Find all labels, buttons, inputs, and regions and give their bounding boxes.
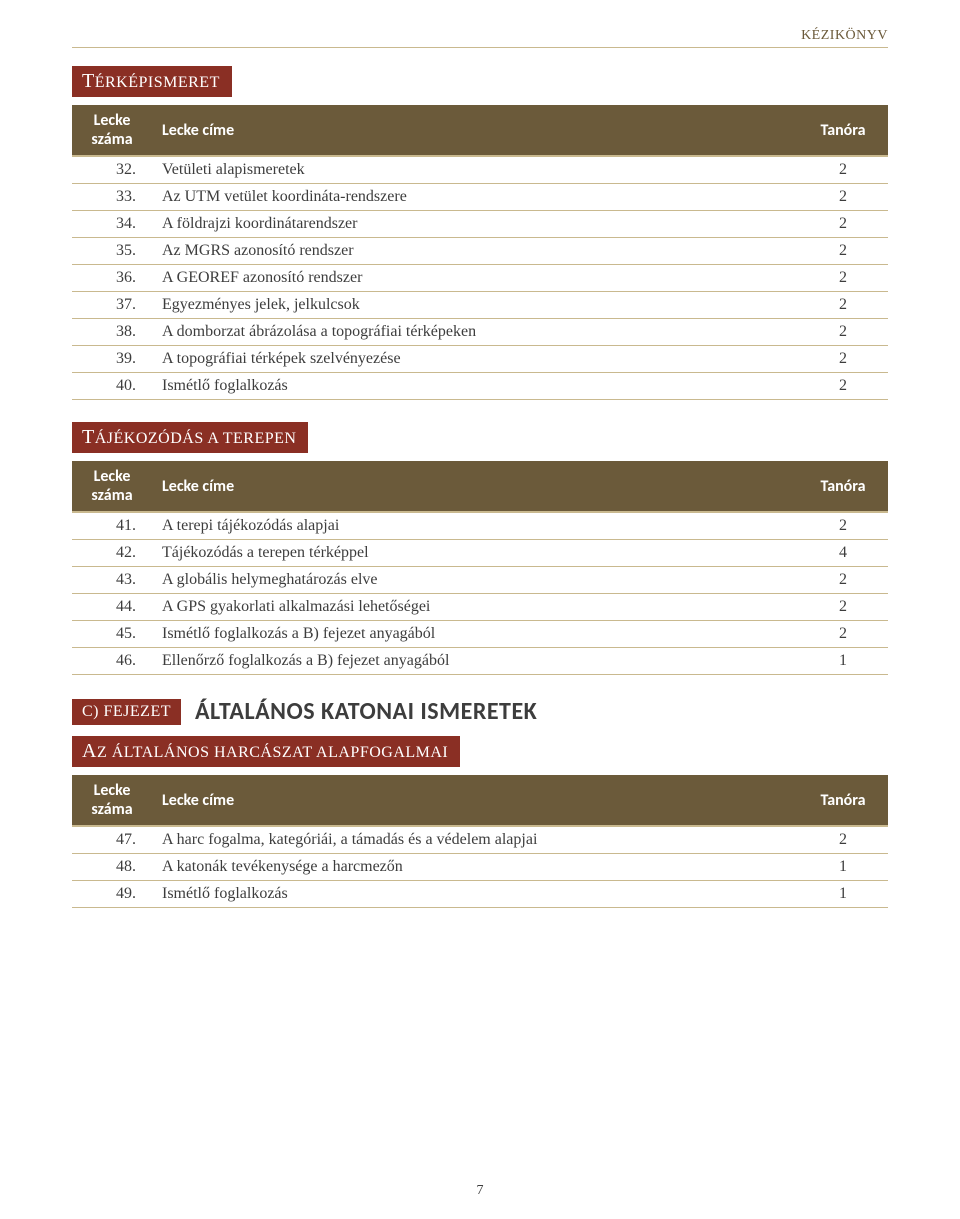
table-row: 35.Az MGRS azonosító rendszer2 [72, 238, 888, 265]
page-number: 7 [0, 1183, 960, 1199]
col-lecke-cime: Lecke címe [152, 105, 798, 156]
table-row: 36.A GEOREF azonosító rendszer2 [72, 265, 888, 292]
table-header-row: Lecke száma Lecke címe Tanóra [72, 461, 888, 512]
chapter-title: ÁLTALÁNOS KATONAI ISMERETEK [195, 697, 537, 726]
table-row: 44.A GPS gyakorlati alkalmazási lehetősé… [72, 594, 888, 621]
table-row: 40.Ismétlő foglalkozás2 [72, 373, 888, 400]
col-lecke-szama: Lecke száma [72, 461, 152, 512]
table-row: 41.A terepi tájékozódás alapjai2 [72, 512, 888, 540]
chapter-tag: C) FEJEZET [72, 699, 181, 725]
table-row: 33.Az UTM vetület koordináta-rendszere2 [72, 184, 888, 211]
table-row: 38.A domborzat ábrázolása a topográfiai … [72, 319, 888, 346]
table-row: 48.A katonák tevékenysége a harcmezőn1 [72, 854, 888, 881]
table-row: 45.Ismétlő foglalkozás a B) fejezet anya… [72, 621, 888, 648]
col-lecke-cime: Lecke címe [152, 461, 798, 512]
chapter-heading: C) FEJEZET ÁLTALÁNOS KATONAI ISMERETEK [72, 697, 888, 726]
table-row: 43.A globális helymeghatározás elve2 [72, 567, 888, 594]
section-heading-terkepismeret: TÉRKÉPISMERET [72, 66, 232, 97]
table-header-row: Lecke száma Lecke címe Tanóra [72, 775, 888, 826]
col-lecke-szama: Lecke száma [72, 105, 152, 156]
table-row: 49.Ismétlő foglalkozás1 [72, 881, 888, 908]
doc-header: KÉZIKÖNYV [72, 28, 888, 48]
lesson-table-1: Lecke száma Lecke címe Tanóra 32.Vetület… [72, 105, 888, 400]
lesson-table-2: Lecke száma Lecke címe Tanóra 41.A terep… [72, 461, 888, 675]
table-header-row: Lecke száma Lecke címe Tanóra [72, 105, 888, 156]
table-row: 32.Vetületi alapismeretek2 [72, 156, 888, 184]
col-tanora: Tanóra [798, 105, 888, 156]
table-row: 42.Tájékozódás a terepen térképpel4 [72, 540, 888, 567]
col-lecke-szama: Lecke száma [72, 775, 152, 826]
table-row: 37.Egyezményes jelek, jelkulcsok2 [72, 292, 888, 319]
col-tanora: Tanóra [798, 775, 888, 826]
table-row: 39.A topográfiai térképek szelvényezése2 [72, 346, 888, 373]
lesson-table-3: Lecke száma Lecke címe Tanóra 47.A harc … [72, 775, 888, 908]
col-tanora: Tanóra [798, 461, 888, 512]
table-row: 47.A harc fogalma, kategóriái, a támadás… [72, 826, 888, 854]
table-row: 34.A földrajzi koordinátarendszer2 [72, 211, 888, 238]
section-heading-harcaszat: AZ ÁLTALÁNOS HARCÁSZAT ALAPFOGALMAI [72, 736, 460, 767]
col-lecke-cime: Lecke címe [152, 775, 798, 826]
section-heading-tajekozodas: TÁJÉKOZÓDÁS A TEREPEN [72, 422, 308, 453]
table-row: 46.Ellenőrző foglalkozás a B) fejezet an… [72, 648, 888, 675]
page: KÉZIKÖNYV TÉRKÉPISMERET Lecke száma Leck… [0, 0, 960, 1219]
